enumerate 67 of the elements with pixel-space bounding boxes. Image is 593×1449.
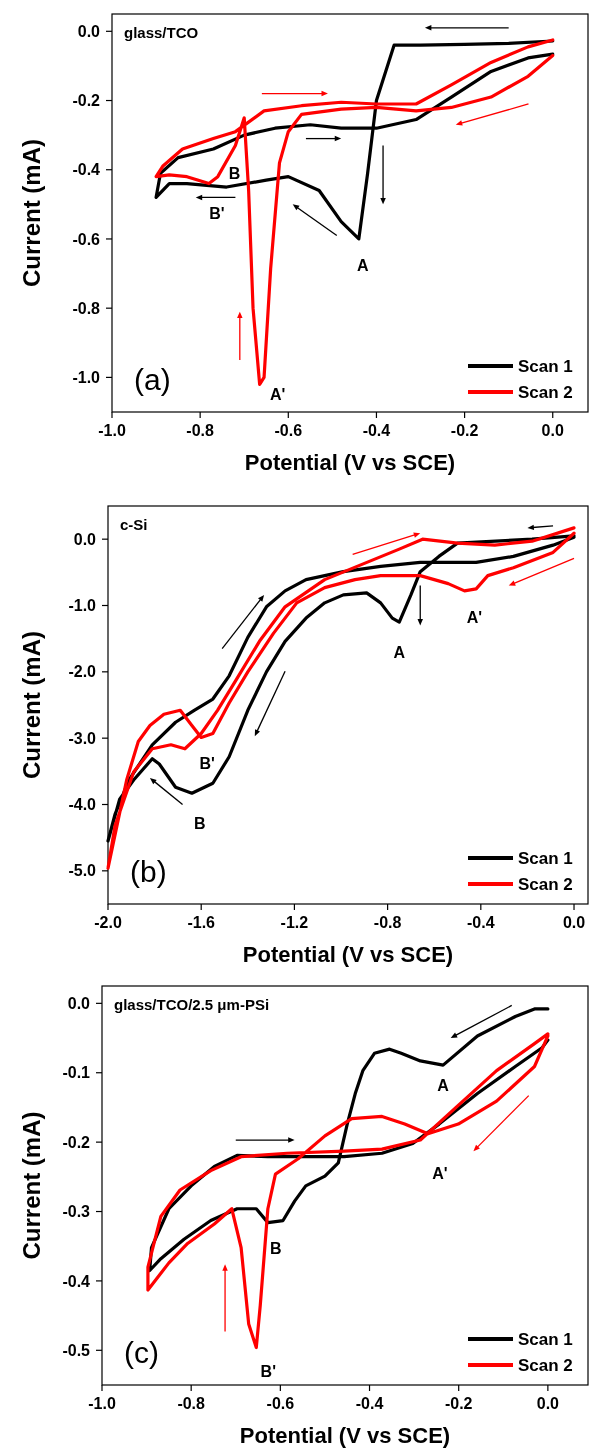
legend-label: Scan 2 [518, 1355, 573, 1375]
annotation: (a) [134, 363, 171, 396]
x-tick-label: 0.0 [562, 914, 586, 931]
annotation: (b) [130, 855, 167, 888]
x-tick-label: -0.6 [266, 1395, 295, 1412]
text: glass/TCO/2.5 μm-PSi [114, 996, 270, 1013]
x-tick-label: -0.8 [177, 1395, 206, 1412]
x-axis-title: Potential (V vs SCE) [242, 942, 454, 967]
x-tick-label: -1.0 [88, 1395, 116, 1412]
x-tick-label: -0.6 [274, 422, 303, 439]
x-tick-label: -0.2 [450, 422, 479, 439]
y-tick-label: -0.1 [62, 1064, 91, 1082]
legend-label: Scan 1 [518, 848, 573, 868]
annotation: B [270, 1240, 282, 1258]
legend-label: Scan 1 [518, 1329, 573, 1349]
y-tick-label: -3.0 [68, 729, 97, 747]
annotation: B [194, 814, 206, 832]
x-tick-label: 0.0 [536, 1395, 560, 1412]
annotation: A' [432, 1165, 448, 1183]
y-tick-label: -0.3 [62, 1203, 91, 1221]
y-tick-label: -1.0 [72, 368, 101, 386]
legend-label: Scan 2 [518, 382, 573, 402]
x-axis-title: Potential (V vs SCE) [244, 450, 456, 475]
y-tick-label: -0.4 [72, 161, 101, 179]
x-tick-label: -0.8 [373, 914, 402, 931]
x-tick-label: 0.0 [541, 422, 564, 439]
annotation: A [393, 643, 406, 661]
x-tick-label: -1.0 [98, 422, 126, 439]
x-tick-label: -0.4 [355, 1395, 384, 1412]
annotation: A [437, 1076, 450, 1094]
annotation: B [228, 164, 241, 182]
y-tick-label: 0.0 [77, 22, 101, 40]
y-tick-label: -4.0 [68, 796, 97, 814]
y-tick-label: 0.0 [73, 530, 97, 548]
legend-label: Scan 1 [518, 356, 573, 376]
y-tick-label: -0.2 [62, 1133, 91, 1151]
x-tick-label: -0.4 [362, 422, 391, 439]
y-axis-title: Current (mA) [18, 1111, 45, 1260]
x-tick-label: -1.2 [280, 914, 309, 931]
x-tick-label: -0.2 [444, 1395, 473, 1412]
text: c-Si [120, 516, 148, 533]
x-tick-label: -1.6 [187, 914, 216, 931]
y-tick-label: -2.0 [68, 663, 97, 681]
y-tick-label: 0.0 [67, 994, 91, 1012]
text: glass/TCO [124, 24, 199, 41]
y-axis-title: Current (mA) [18, 139, 45, 287]
line-series [154, 39, 555, 241]
annotation: (c) [124, 1336, 159, 1369]
y-tick-label: -1.0 [68, 597, 97, 615]
x-axis-title: Potential (V vs SCE) [239, 1423, 451, 1448]
x-tick-label: -0.4 [467, 914, 495, 931]
annotation: A' [269, 385, 286, 403]
annotation: A [357, 256, 370, 274]
y-tick-label: -0.8 [72, 299, 101, 317]
y-axis-title: Current (mA) [18, 631, 45, 779]
x-tick-label: -0.8 [186, 422, 215, 439]
legend-label: Scan 2 [518, 874, 573, 894]
y-tick-label: -0.5 [62, 1341, 91, 1359]
annotation: B' [209, 205, 225, 223]
y-tick-label: -0.4 [62, 1272, 91, 1290]
annotation: B' [199, 755, 215, 773]
y-tick-label: -0.2 [72, 92, 101, 110]
annotation: A' [466, 608, 483, 626]
y-tick-label: -0.6 [72, 230, 101, 248]
y-tick-label: -5.0 [68, 862, 97, 880]
x-tick-label: -2.0 [94, 914, 122, 931]
annotation: B' [260, 1363, 276, 1381]
